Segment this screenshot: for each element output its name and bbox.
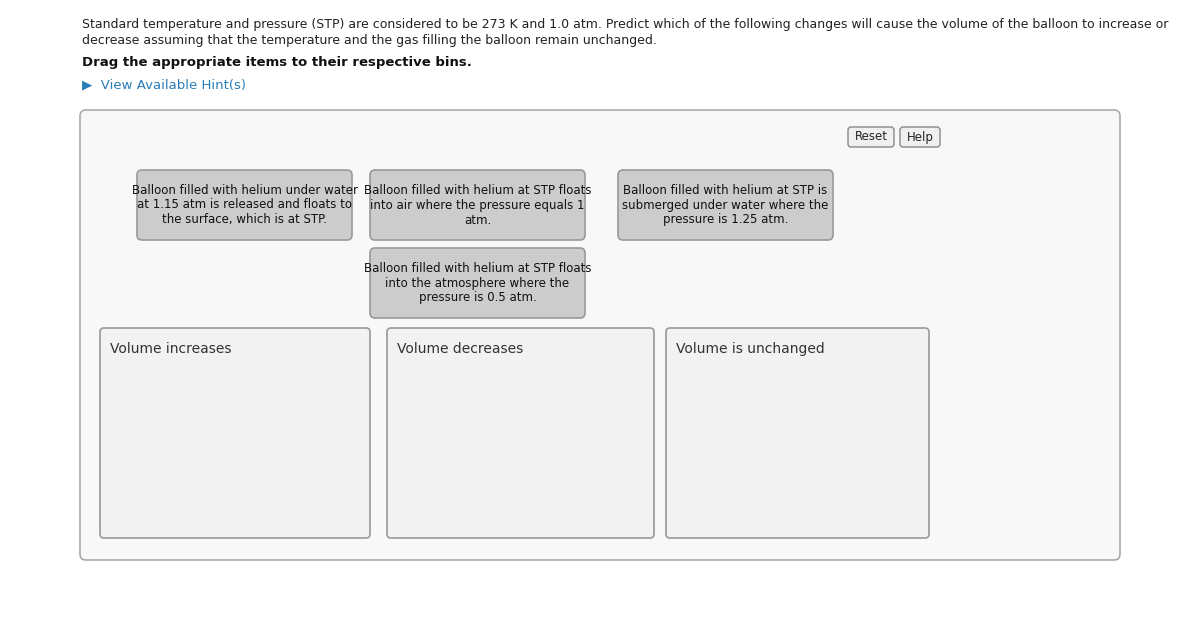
FancyBboxPatch shape: [80, 110, 1120, 560]
Text: Volume increases: Volume increases: [110, 342, 232, 356]
FancyBboxPatch shape: [140, 173, 355, 243]
FancyBboxPatch shape: [373, 173, 588, 243]
FancyBboxPatch shape: [666, 328, 929, 538]
FancyBboxPatch shape: [373, 251, 588, 321]
Text: Standard temperature and pressure (STP) are considered to be 273 K and 1.0 atm. : Standard temperature and pressure (STP) …: [82, 18, 1169, 31]
Text: Balloon filled with helium under water
at 1.15 atm is released and floats to
the: Balloon filled with helium under water a…: [132, 184, 358, 227]
Text: ▶  View Available Hint(s): ▶ View Available Hint(s): [82, 78, 246, 91]
FancyBboxPatch shape: [386, 328, 654, 538]
FancyBboxPatch shape: [370, 248, 586, 318]
Text: Volume decreases: Volume decreases: [397, 342, 523, 356]
FancyBboxPatch shape: [370, 170, 586, 240]
FancyBboxPatch shape: [137, 170, 352, 240]
FancyBboxPatch shape: [618, 170, 833, 240]
Text: Reset: Reset: [854, 130, 888, 143]
FancyBboxPatch shape: [900, 127, 940, 147]
FancyBboxPatch shape: [848, 127, 894, 147]
Text: Balloon filled with helium at STP floats
into the atmosphere where the
pressure : Balloon filled with helium at STP floats…: [364, 261, 592, 305]
Text: Help: Help: [906, 130, 934, 143]
Text: Balloon filled with helium at STP floats
into air where the pressure equals 1
at: Balloon filled with helium at STP floats…: [364, 184, 592, 227]
FancyBboxPatch shape: [622, 173, 836, 243]
Text: Balloon filled with helium at STP is
submerged under water where the
pressure is: Balloon filled with helium at STP is sub…: [623, 184, 829, 227]
FancyBboxPatch shape: [100, 328, 370, 538]
Text: Drag the appropriate items to their respective bins.: Drag the appropriate items to their resp…: [82, 56, 472, 69]
Text: decrease assuming that the temperature and the gas filling the balloon remain un: decrease assuming that the temperature a…: [82, 34, 656, 47]
Text: Volume is unchanged: Volume is unchanged: [676, 342, 824, 356]
